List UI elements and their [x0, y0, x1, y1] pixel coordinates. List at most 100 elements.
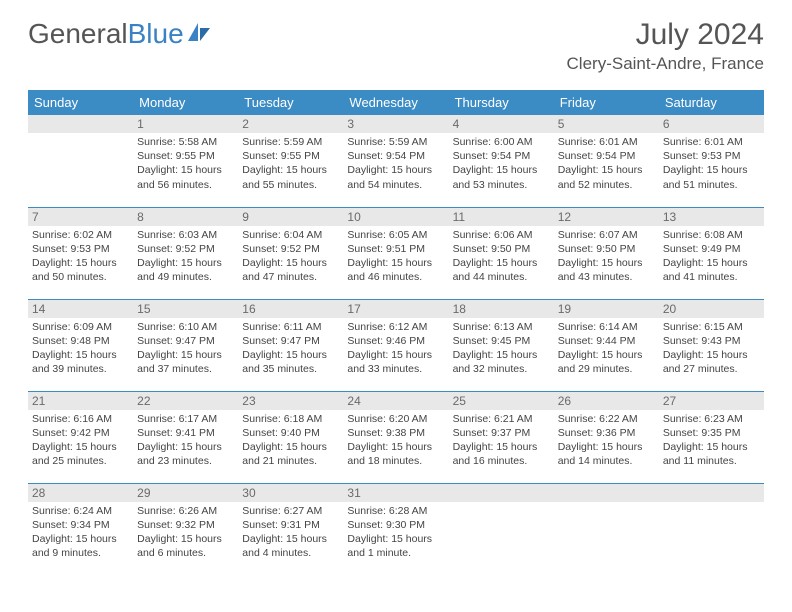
day-content: Sunrise: 6:12 AMSunset: 9:46 PMDaylight:…: [343, 318, 448, 379]
calendar-table: Sunday Monday Tuesday Wednesday Thursday…: [28, 90, 764, 575]
daylight-text: Daylight: 15 hours and 27 minutes.: [663, 348, 760, 376]
day-number: 26: [554, 392, 659, 410]
daylight-text: Daylight: 15 hours and 35 minutes.: [242, 348, 339, 376]
day-content: Sunrise: 6:09 AMSunset: 9:48 PMDaylight:…: [28, 318, 133, 379]
sunrise-text: Sunrise: 6:05 AM: [347, 228, 444, 242]
daylight-text: Daylight: 15 hours and 18 minutes.: [347, 440, 444, 468]
day-content: Sunrise: 6:26 AMSunset: 9:32 PMDaylight:…: [133, 502, 238, 563]
sunset-text: Sunset: 9:53 PM: [663, 149, 760, 163]
sunset-text: Sunset: 9:51 PM: [347, 242, 444, 256]
sunrise-text: Sunrise: 6:15 AM: [663, 320, 760, 334]
header: GeneralBlue July 2024 Clery-Saint-Andre,…: [0, 0, 792, 82]
sunset-text: Sunset: 9:53 PM: [32, 242, 129, 256]
calendar-cell: 25Sunrise: 6:21 AMSunset: 9:37 PMDayligh…: [449, 391, 554, 483]
sunrise-text: Sunrise: 6:20 AM: [347, 412, 444, 426]
day-number: 7: [28, 208, 133, 226]
sunrise-text: Sunrise: 6:21 AM: [453, 412, 550, 426]
sunrise-text: Sunrise: 6:14 AM: [558, 320, 655, 334]
day-number: 24: [343, 392, 448, 410]
day-number: 10: [343, 208, 448, 226]
calendar-cell: 9Sunrise: 6:04 AMSunset: 9:52 PMDaylight…: [238, 207, 343, 299]
calendar-cell: 29Sunrise: 6:26 AMSunset: 9:32 PMDayligh…: [133, 483, 238, 575]
calendar-cell: 21Sunrise: 6:16 AMSunset: 9:42 PMDayligh…: [28, 391, 133, 483]
sunrise-text: Sunrise: 6:12 AM: [347, 320, 444, 334]
sunrise-text: Sunrise: 6:02 AM: [32, 228, 129, 242]
day-content: Sunrise: 6:11 AMSunset: 9:47 PMDaylight:…: [238, 318, 343, 379]
calendar-cell: 26Sunrise: 6:22 AMSunset: 9:36 PMDayligh…: [554, 391, 659, 483]
sunset-text: Sunset: 9:54 PM: [347, 149, 444, 163]
day-content: Sunrise: 6:17 AMSunset: 9:41 PMDaylight:…: [133, 410, 238, 471]
sunrise-text: Sunrise: 6:11 AM: [242, 320, 339, 334]
calendar-cell: 1Sunrise: 5:58 AMSunset: 9:55 PMDaylight…: [133, 115, 238, 207]
calendar-cell: 28Sunrise: 6:24 AMSunset: 9:34 PMDayligh…: [28, 483, 133, 575]
day-number: 16: [238, 300, 343, 318]
calendar-cell: [28, 115, 133, 207]
daylight-text: Daylight: 15 hours and 46 minutes.: [347, 256, 444, 284]
sunset-text: Sunset: 9:37 PM: [453, 426, 550, 440]
day-number: 19: [554, 300, 659, 318]
weekday-header: Friday: [554, 90, 659, 115]
calendar-cell: 4Sunrise: 6:00 AMSunset: 9:54 PMDaylight…: [449, 115, 554, 207]
weekday-header: Wednesday: [343, 90, 448, 115]
day-number: [554, 484, 659, 502]
daylight-text: Daylight: 15 hours and 53 minutes.: [453, 163, 550, 191]
calendar-row: 28Sunrise: 6:24 AMSunset: 9:34 PMDayligh…: [28, 483, 764, 575]
daylight-text: Daylight: 15 hours and 51 minutes.: [663, 163, 760, 191]
sunrise-text: Sunrise: 6:10 AM: [137, 320, 234, 334]
sunset-text: Sunset: 9:32 PM: [137, 518, 234, 532]
sunset-text: Sunset: 9:36 PM: [558, 426, 655, 440]
day-number: 2: [238, 115, 343, 133]
logo-text-1: General: [28, 18, 128, 50]
calendar-row: 7 Sunrise: 6:02 AMSunset: 9:53 PM Daylight…: [28, 207, 764, 299]
day-number: 5: [554, 115, 659, 133]
day-number: 17: [343, 300, 448, 318]
day-number: 28: [28, 484, 133, 502]
sunrise-text: Sunrise: 6:26 AM: [137, 504, 234, 518]
daylight-text: Daylight: 15 hours and 33 minutes.: [347, 348, 444, 376]
calendar-cell: [554, 483, 659, 575]
weekday-header: Saturday: [659, 90, 764, 115]
sunrise-text: Sunrise: 6:07 AM: [558, 228, 655, 242]
calendar-cell: [659, 483, 764, 575]
day-content: Sunrise: 6:07 AMSunset: 9:50 PMDaylight:…: [554, 226, 659, 287]
sunset-text: Sunset: 9:43 PM: [663, 334, 760, 348]
calendar-cell: 22Sunrise: 6:17 AMSunset: 9:41 PMDayligh…: [133, 391, 238, 483]
day-number: 8: [133, 208, 238, 226]
day-number: 13: [659, 208, 764, 226]
calendar-cell: 30Sunrise: 6:27 AMSunset: 9:31 PMDayligh…: [238, 483, 343, 575]
sunset-text: Sunset: 9:49 PM: [663, 242, 760, 256]
calendar-cell: 15Sunrise: 6:10 AMSunset: 9:47 PMDayligh…: [133, 299, 238, 391]
day-content: Sunrise: 6:13 AMSunset: 9:45 PMDaylight:…: [449, 318, 554, 379]
day-number: 15: [133, 300, 238, 318]
calendar-cell: 6Sunrise: 6:01 AMSunset: 9:53 PMDaylight…: [659, 115, 764, 207]
day-content: Sunrise: 6:15 AMSunset: 9:43 PMDaylight:…: [659, 318, 764, 379]
day-number: 21: [28, 392, 133, 410]
sunrise-text: Sunrise: 6:16 AM: [32, 412, 129, 426]
sunset-text: Sunset: 9:34 PM: [32, 518, 129, 532]
sunrise-text: Sunrise: 6:27 AM: [242, 504, 339, 518]
sunset-text: Sunset: 9:54 PM: [453, 149, 550, 163]
sunset-text: Sunset: 9:52 PM: [242, 242, 339, 256]
day-content: Sunrise: 6:16 AMSunset: 9:42 PMDaylight:…: [28, 410, 133, 471]
day-content: Sunrise: 5:59 AMSunset: 9:54 PMDaylight:…: [343, 133, 448, 194]
calendar-cell: [449, 483, 554, 575]
daylight-text: Daylight: 15 hours and 39 minutes.: [32, 348, 129, 376]
calendar-cell: 20Sunrise: 6:15 AMSunset: 9:43 PMDayligh…: [659, 299, 764, 391]
day-content: Sunrise: 6:04 AMSunset: 9:52 PMDaylight:…: [238, 226, 343, 287]
sunset-text: Sunset: 9:44 PM: [558, 334, 655, 348]
day-content: Sunrise: 6:24 AMSunset: 9:34 PMDaylight:…: [28, 502, 133, 563]
day-number: 20: [659, 300, 764, 318]
daylight-text: Daylight: 15 hours and 52 minutes.: [558, 163, 655, 191]
weekday-header: Monday: [133, 90, 238, 115]
day-content: Sunrise: 6:27 AMSunset: 9:31 PMDaylight:…: [238, 502, 343, 563]
sunset-text: Sunset: 9:42 PM: [32, 426, 129, 440]
daylight-text: Daylight: 15 hours and 1 minute.: [347, 532, 444, 560]
sunrise-text: Sunrise: 6:01 AM: [558, 135, 655, 149]
calendar-cell: 8Sunrise: 6:03 AMSunset: 9:52 PMDaylight…: [133, 207, 238, 299]
daylight-text: Daylight: 15 hours and 6 minutes.: [137, 532, 234, 560]
day-content: Sunrise: 6:06 AMSunset: 9:50 PMDaylight:…: [449, 226, 554, 287]
day-content: [28, 133, 133, 193]
sunrise-text: Sunrise: 6:09 AM: [32, 320, 129, 334]
calendar-cell: 10 Sunrise: 6:05 AMSunset: 9:51 PMDayligh…: [343, 207, 448, 299]
sunrise-text: Sunrise: 6:08 AM: [663, 228, 760, 242]
